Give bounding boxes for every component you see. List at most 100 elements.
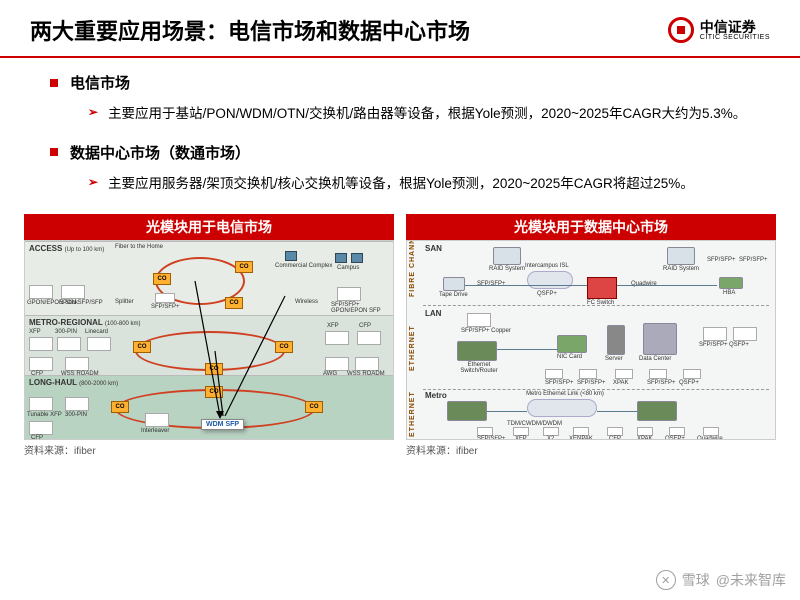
telecom-diagram: ACCESS (Up to 100 km) METRO-REGIONAL (10… bbox=[24, 240, 394, 440]
label-m-quad: Quadwire bbox=[697, 436, 723, 440]
hba-icon bbox=[719, 277, 743, 289]
nic-icon bbox=[557, 335, 587, 353]
watermark-author: @未来智库 bbox=[716, 570, 786, 590]
section-1-text: 主要应用于基站/PON/WDM/OTN/交换机/路由器等设备，根据Yole预测，… bbox=[108, 103, 746, 126]
label-xpak: XPAK bbox=[613, 380, 629, 386]
label-sfp7: SFP/SFP+ bbox=[647, 380, 676, 386]
chevron-icon: ➢ bbox=[88, 105, 98, 119]
connector bbox=[497, 349, 557, 350]
row-label-san: FIBRE CHANNEL bbox=[409, 240, 416, 297]
company-logo: 中信证券 CITIC SECURITIES bbox=[668, 17, 770, 43]
label-sfp1: SFP/SFP+ bbox=[477, 281, 506, 287]
row-label-lan: ETHERNET bbox=[409, 325, 416, 371]
switch-icon bbox=[637, 401, 677, 421]
label-m-cfp: CFP bbox=[609, 436, 621, 440]
figure-telecom: 光模块用于电信市场 ACCESS (Up to 100 km) METRO-RE… bbox=[24, 214, 394, 457]
arrows-icon bbox=[25, 241, 393, 439]
connector bbox=[487, 411, 527, 412]
row-divider bbox=[423, 305, 769, 306]
section-2-bullet: ➢ 主要应用服务器/架顶交换机/核心交换机等设备，根据Yole预测，2020~2… bbox=[50, 169, 750, 204]
metro-title: Metro bbox=[425, 391, 447, 400]
label-quad: Quadwire bbox=[631, 281, 657, 287]
figure-telecom-title: 光模块用于电信市场 bbox=[24, 214, 394, 240]
section-1-header: 电信市场 bbox=[50, 72, 750, 93]
square-bullet-icon bbox=[50, 79, 58, 87]
label-server: Server bbox=[605, 356, 623, 362]
watermark-site: 雪球 bbox=[682, 570, 710, 590]
label-raid: RAID System bbox=[489, 266, 525, 272]
module-icon bbox=[703, 327, 727, 341]
label-m-qsfp: QSFP+ bbox=[665, 436, 685, 440]
raid-icon bbox=[493, 247, 521, 265]
label-hba: HBA bbox=[723, 290, 735, 296]
label-metroeth: Metro Ethernet Link (<80 km) bbox=[525, 391, 605, 397]
section-2-text: 主要应用服务器/架顶交换机/核心交换机等设备，根据Yole预测，2020~202… bbox=[108, 173, 694, 196]
row-label-metro: ETHERNET bbox=[409, 391, 416, 437]
module-icon bbox=[683, 369, 701, 379]
module-icon bbox=[607, 427, 623, 436]
divider-line bbox=[0, 56, 800, 58]
cloud-icon bbox=[527, 399, 597, 417]
module-icon bbox=[669, 427, 685, 436]
figure-telecom-source: 资料来源：ifiber bbox=[24, 442, 394, 457]
logo-text: 中信证券 CITIC SECURITIES bbox=[700, 20, 770, 41]
logo-icon bbox=[668, 17, 694, 43]
figures-row: 光模块用于电信市场 ACCESS (Up to 100 km) METRO-RE… bbox=[0, 204, 800, 457]
connector bbox=[597, 411, 637, 412]
watermark: ✕ 雪球 @未来智库 bbox=[656, 570, 786, 590]
section-2-title: 数据中心市场（数通市场） bbox=[70, 142, 250, 163]
module-icon bbox=[543, 427, 559, 436]
section-1-title: 电信市场 bbox=[70, 72, 130, 93]
module-icon bbox=[615, 369, 633, 379]
logo-cn: 中信证券 bbox=[700, 20, 770, 34]
label-dc: Data Center bbox=[639, 356, 671, 362]
module-icon bbox=[579, 369, 597, 379]
module-icon bbox=[467, 313, 491, 327]
module-icon bbox=[573, 427, 589, 436]
label-raid2: RAID System bbox=[663, 266, 699, 272]
figure-datacenter-title: 光模块用于数据中心市场 bbox=[406, 214, 776, 240]
label-sfp4: SFP/SFP+ bbox=[699, 342, 728, 348]
fc-switch-icon bbox=[587, 277, 617, 299]
san-title: SAN bbox=[425, 244, 442, 253]
switch-icon bbox=[457, 341, 497, 361]
label-m-sfp: SFP/SFP+ bbox=[477, 436, 506, 440]
label-intercampus: Intercampus ISL bbox=[525, 263, 569, 269]
module-icon bbox=[637, 427, 653, 436]
label-copper: SFP/SFP+ Copper bbox=[461, 328, 511, 334]
label-m-xfp: XFP bbox=[515, 436, 527, 440]
label-m-xenpak: XENPAK bbox=[569, 436, 593, 440]
label-qsfp2: QSFP+ bbox=[729, 342, 749, 348]
chevron-icon: ➢ bbox=[88, 175, 98, 189]
module-icon bbox=[477, 427, 493, 436]
connector bbox=[465, 285, 587, 286]
section-1-bullet: ➢ 主要应用于基站/PON/WDM/OTN/交换机/路由器等设备，根据Yole预… bbox=[50, 99, 750, 134]
square-bullet-icon bbox=[50, 148, 58, 156]
module-icon bbox=[733, 327, 757, 341]
lan-title: LAN bbox=[425, 309, 441, 318]
section-2-header: 数据中心市场（数通市场） bbox=[50, 142, 750, 163]
label-qsfp: QSFP+ bbox=[537, 291, 557, 297]
module-icon bbox=[545, 369, 563, 379]
label-sfp5: SFP/SFP+ bbox=[545, 380, 574, 386]
figure-datacenter: 光模块用于数据中心市场 FIBRE CHANNEL SAN RAID Syste… bbox=[406, 214, 776, 457]
raid-icon bbox=[667, 247, 695, 265]
watermark-icon: ✕ bbox=[656, 570, 676, 590]
module-icon bbox=[649, 369, 667, 379]
cloud-icon bbox=[527, 271, 573, 289]
datacenter-icon bbox=[643, 323, 677, 355]
label-ethsw: Ethernet Switch/Router bbox=[451, 362, 507, 374]
slide-title: 两大重要应用场景：电信市场和数据中心市场 bbox=[30, 14, 470, 46]
datacenter-diagram: FIBRE CHANNEL SAN RAID System RAID Syste… bbox=[406, 240, 776, 440]
server-icon bbox=[607, 325, 625, 355]
label-tape: Tape Drive bbox=[439, 292, 468, 298]
label-qsfp3: QSFP+ bbox=[679, 380, 699, 386]
slide-header: 两大重要应用场景：电信市场和数据中心市场 中信证券 CITIC SECURITI… bbox=[0, 0, 800, 56]
label-nic: NIC Card bbox=[557, 354, 582, 360]
label-m-xpak: XPAK bbox=[637, 436, 653, 440]
label-sfp6: SFP/SFP+ bbox=[577, 380, 606, 386]
connector bbox=[617, 285, 717, 286]
label-sfp2: SFP/SFP+ bbox=[707, 257, 736, 263]
label-m-x2: X2 bbox=[547, 436, 554, 440]
switch-icon bbox=[447, 401, 487, 421]
